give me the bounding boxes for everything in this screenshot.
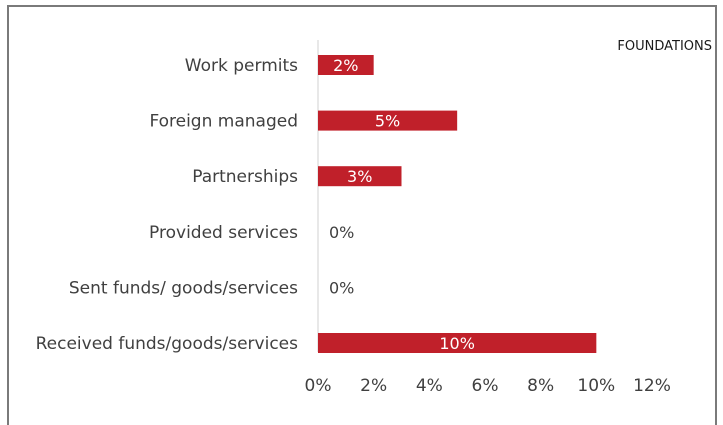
x-tick-label: 4%: [416, 376, 443, 396]
data-label: 3%: [347, 167, 372, 186]
category-label: Received funds/goods/services: [36, 334, 299, 354]
x-tick-label: 8%: [527, 376, 554, 396]
data-label: 10%: [439, 334, 475, 353]
x-tick-label: 6%: [472, 376, 499, 396]
bar: [318, 166, 402, 187]
x-tick-label: 12%: [633, 376, 671, 396]
bar: [318, 333, 597, 353]
legend-label: FOUNDATIONS: [617, 39, 712, 54]
bar: [318, 55, 374, 75]
x-tick-label: 0%: [305, 376, 332, 396]
x-tick-label: 10%: [577, 376, 615, 396]
category-label: Provided services: [149, 223, 298, 243]
category-label: Partnerships: [192, 167, 298, 187]
x-tick-label: 2%: [360, 376, 387, 396]
category-label: Sent funds/ goods/services: [69, 278, 298, 298]
data-label: 0%: [329, 278, 354, 297]
bars: [318, 55, 597, 353]
x-axis-ticks: 0% 2% 4% 6% 8% 10% 12%: [305, 376, 671, 396]
category-label: Work permits: [185, 56, 298, 76]
data-label: 0%: [329, 223, 354, 242]
data-label: 2%: [333, 56, 358, 75]
data-label: 5%: [375, 112, 400, 131]
bar: [318, 110, 458, 131]
category-labels: Work permits Foreign managed Partnerships P…: [36, 56, 299, 354]
category-label: Foreign managed: [149, 112, 298, 132]
data-labels: 2% 5% 3% 0% 0% 10%: [329, 56, 475, 353]
